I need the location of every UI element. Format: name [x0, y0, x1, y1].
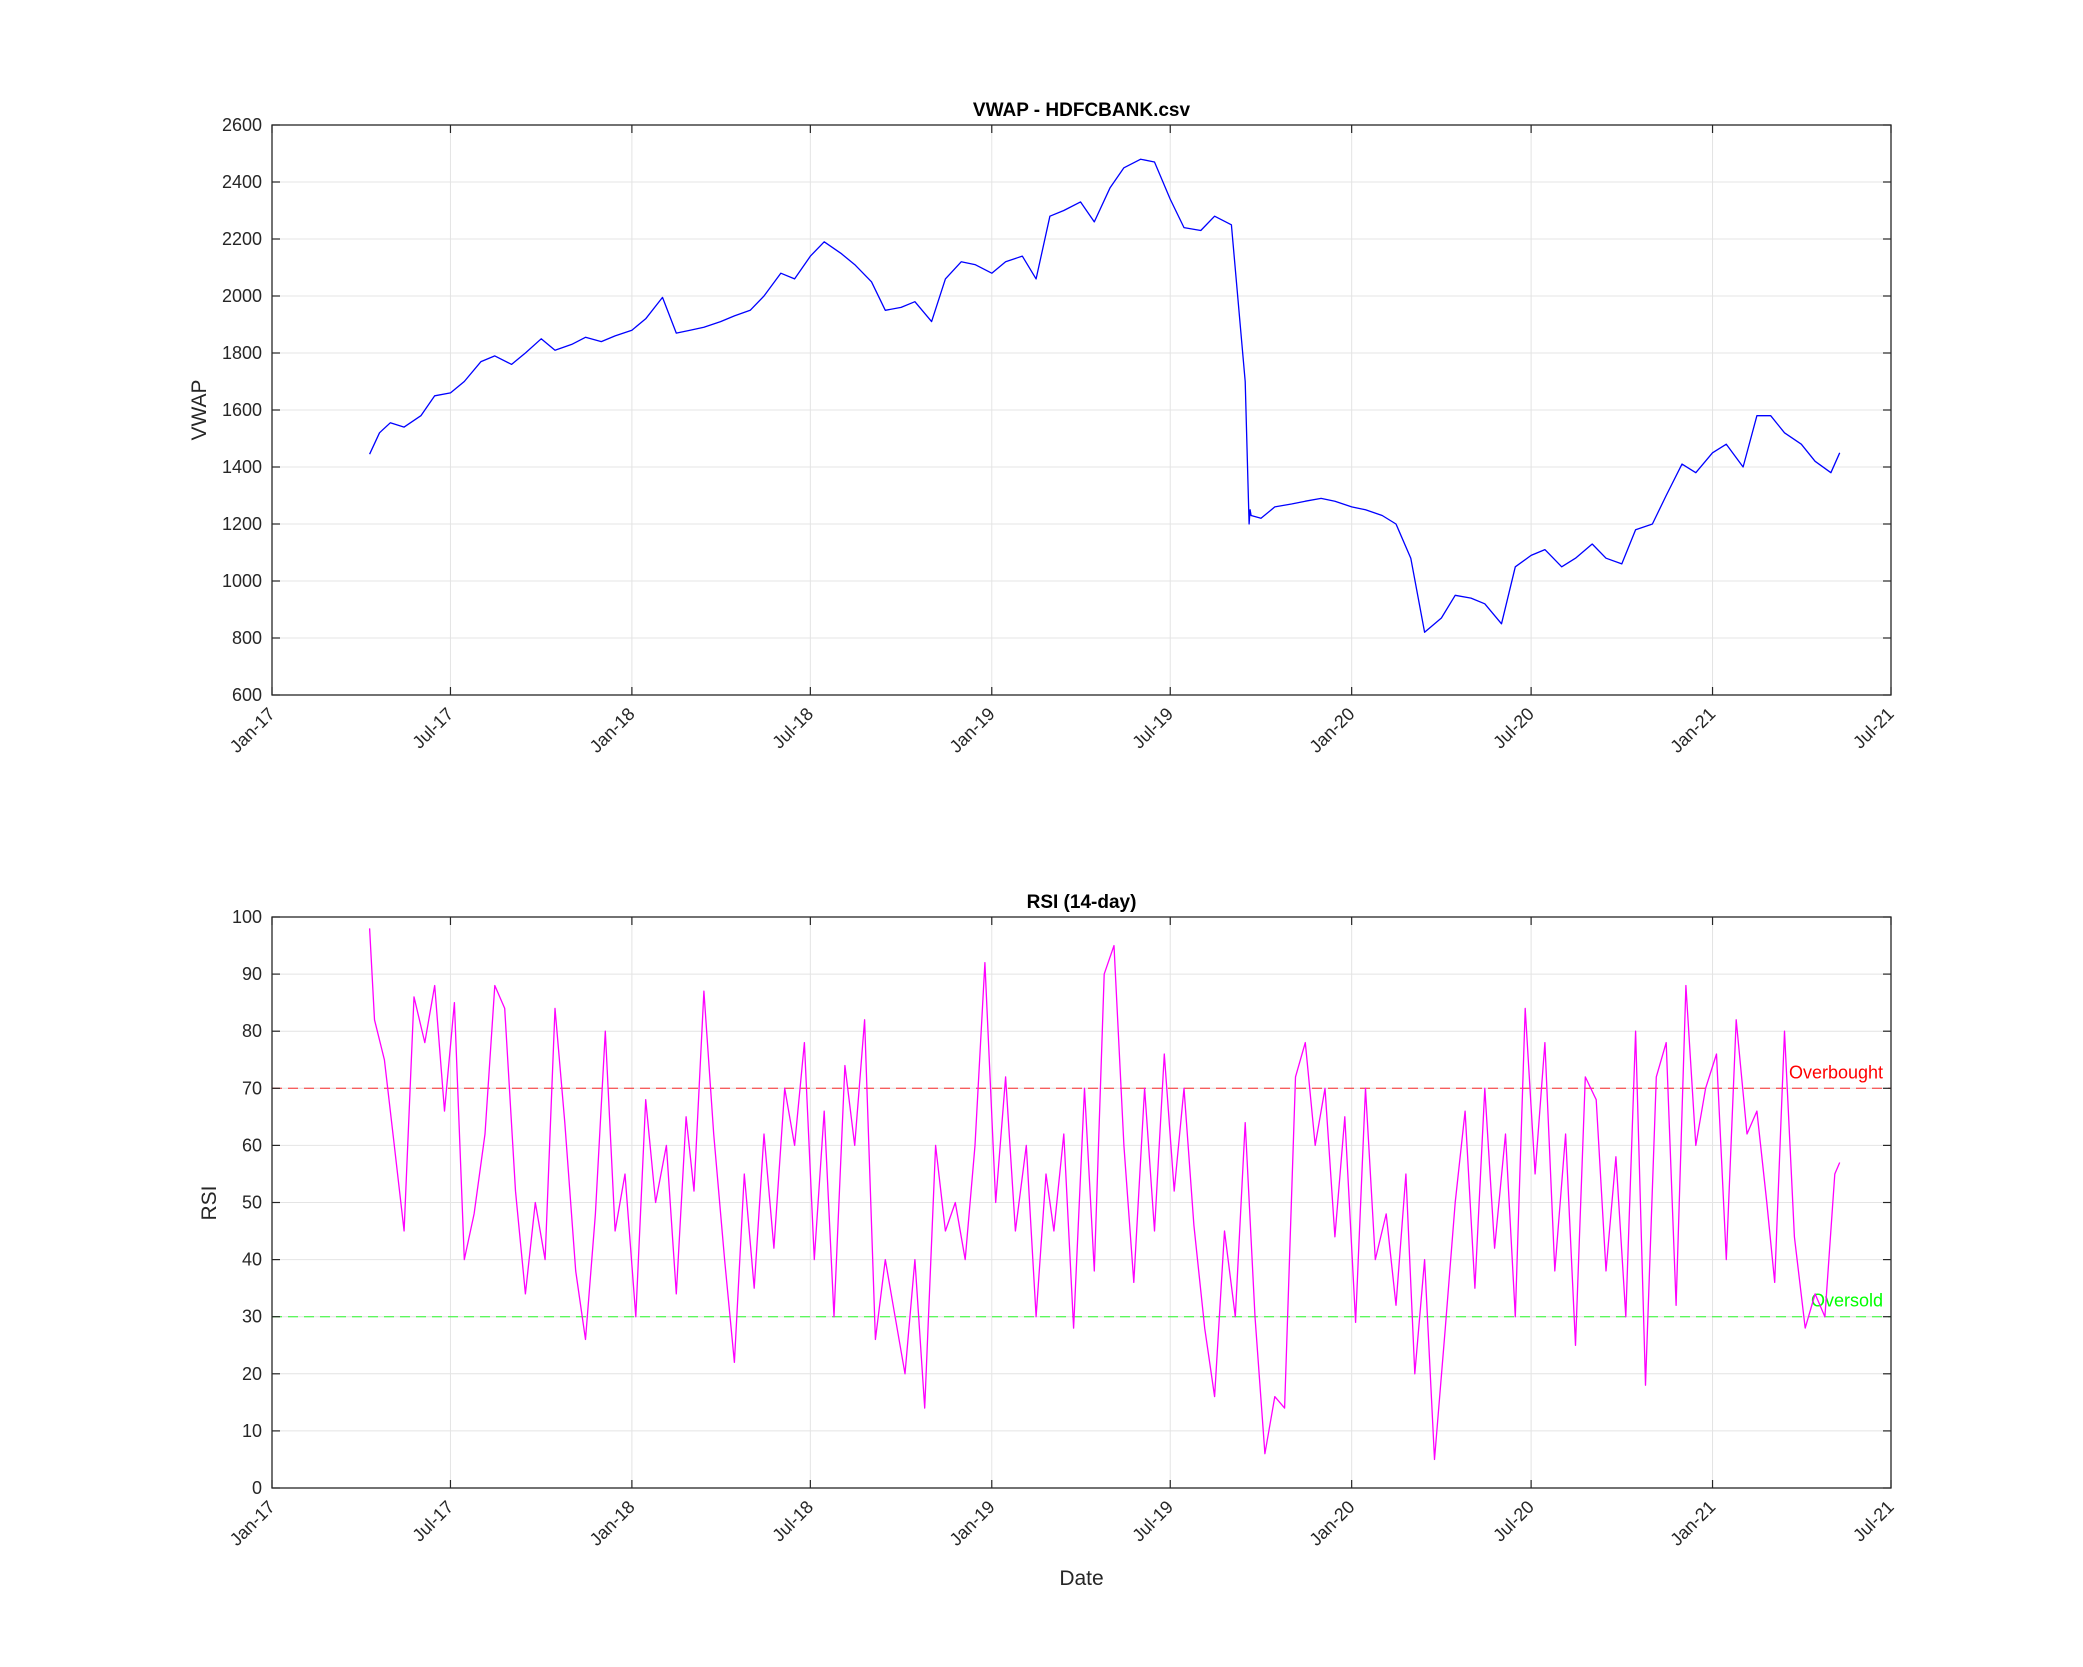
vwap-chart-title: VWAP - HDFCBANK.csv — [973, 100, 1191, 121]
vwap-y-tick-label: 800 — [232, 628, 262, 648]
vwap-y-axis-label: VWAP — [188, 379, 211, 440]
vwap-y-tick-label: 2000 — [222, 286, 262, 306]
vwap-y-tick-label: 2600 — [222, 115, 262, 135]
rsi-line — [368, 928, 1841, 1461]
vwap-y-tick-label: 600 — [232, 685, 262, 705]
rsi-series — [368, 928, 1841, 1461]
vwap-y-tick-label: 2200 — [222, 229, 262, 249]
rsi-y-tick-label: 0 — [252, 1478, 262, 1498]
vwap-chart: 600 800 1000 1200 1400 1600 1800 2000 2200 2400 26… — [188, 100, 1898, 757]
ref-label-oversold: Oversold — [1811, 1291, 1883, 1311]
rsi-y-axis-label: RSI — [198, 1185, 221, 1220]
rsi-chart: Overbought Oversold 0 10 20 30 40 50 60 70 80 90 10… — [198, 892, 1898, 1590]
rsi-x-axis-label: Date — [1059, 1567, 1103, 1590]
rsi-reference-lines: Overbought Oversold — [272, 1062, 1891, 1318]
rsi-y-tick-label: 70 — [242, 1078, 262, 1098]
rsi-chart-title: RSI (14-day) — [1027, 892, 1137, 913]
vwap-series — [369, 158, 1841, 633]
rsi-y-tick-label: 10 — [242, 1421, 262, 1441]
ref-label-overbought: Overbought — [1789, 1062, 1883, 1082]
vwap-y-tick-label: 2400 — [222, 172, 262, 192]
rsi-y-tick-label: 30 — [242, 1307, 262, 1327]
rsi-y-tick-label: 100 — [232, 907, 262, 927]
vwap-y-tick-label: 1400 — [222, 457, 262, 477]
vwap-y-tick-label: 1800 — [222, 343, 262, 363]
rsi-y-tick-label: 20 — [242, 1364, 262, 1384]
vwap-y-tick-label: 1200 — [222, 514, 262, 534]
rsi-y-tick-label: 80 — [242, 1021, 262, 1041]
rsi-y-tick-label: 90 — [242, 964, 262, 984]
rsi-y-tick-label: 50 — [242, 1193, 262, 1213]
vwap-line — [369, 158, 1841, 633]
rsi-y-tick-label: 60 — [242, 1135, 262, 1155]
rsi-y-tick-label: 40 — [242, 1250, 262, 1270]
vwap-y-tick-label: 1600 — [222, 400, 262, 420]
vwap-y-tick-label: 1000 — [222, 571, 262, 591]
